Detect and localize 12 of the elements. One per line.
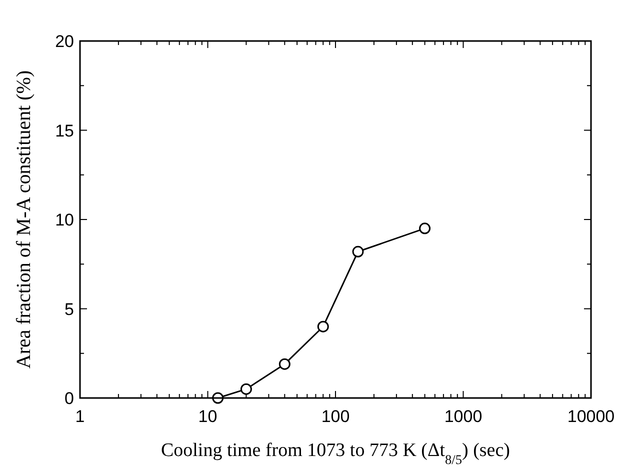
y-tick-label: 5 [64, 300, 74, 319]
y-tick-label: 20 [55, 32, 74, 51]
x-axis-title: Cooling time from 1073 to 773 K (Δt$_{8/5}$) (sec) [160, 440, 510, 466]
x-tick-label: 10000 [567, 407, 615, 426]
y-axis-title: Area fraction of M-A constituent (%) [13, 70, 35, 369]
y-tick-label: 10 [55, 210, 74, 230]
x-tick-label: 100 [321, 407, 350, 426]
y-tick-label: 0 [64, 389, 74, 408]
x-tick-label: 10 [198, 407, 218, 426]
y-tick-label: 15 [55, 121, 74, 140]
x-tick-label: 1 [75, 407, 85, 426]
x-tick-label: 1000 [444, 407, 482, 426]
